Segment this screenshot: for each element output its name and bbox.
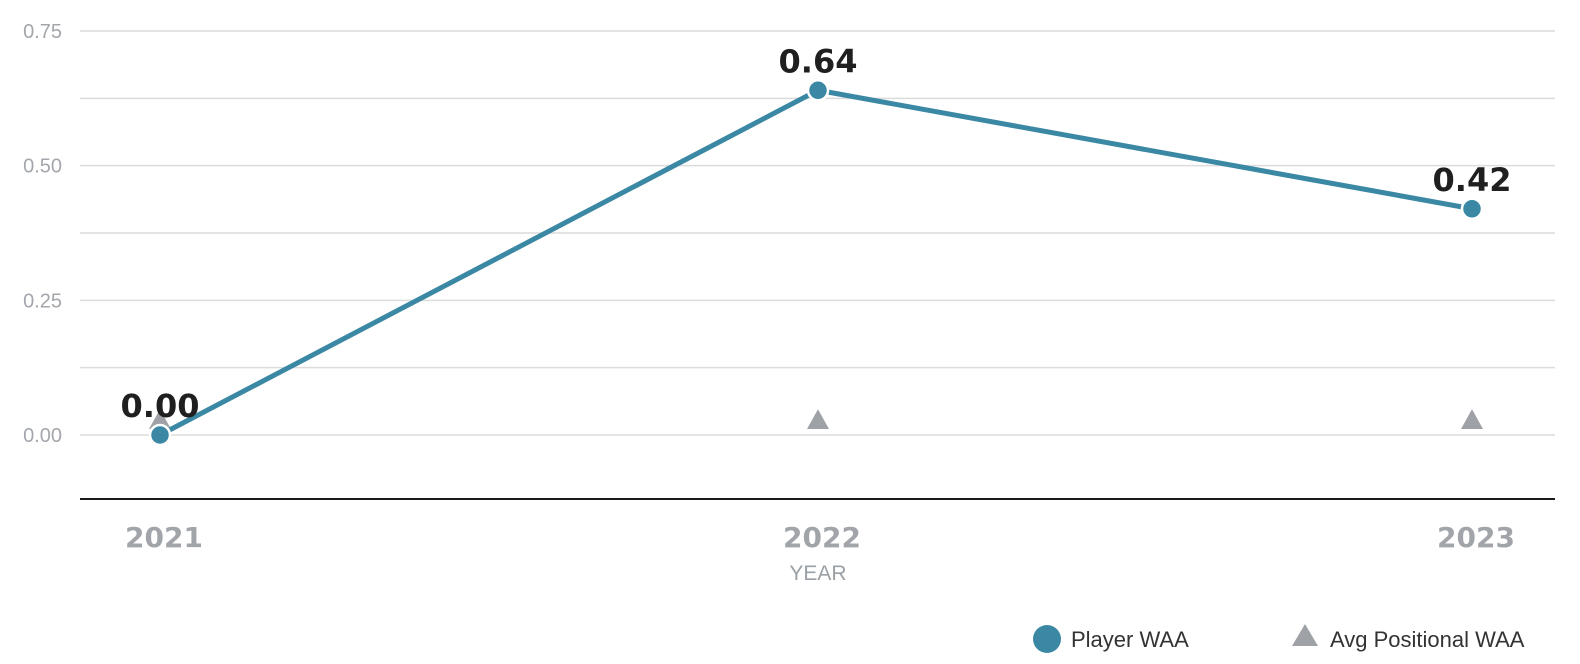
data-label: 0.00 [121,387,200,425]
legend-item-player-waa[interactable]: Player WAA [1033,625,1189,653]
player-waa-point[interactable] [1460,197,1484,221]
legend-label: Avg Positional WAA [1330,627,1525,652]
y-tick-label: 0.50 [23,156,62,178]
data-label: 0.64 [779,42,858,80]
legend[interactable]: Player WAA Avg Positional WAA [1033,624,1525,653]
player-waa-point[interactable] [806,79,830,102]
y-tick-label: 0.75 [23,21,62,43]
x-tick-label: 2023 [1437,521,1515,554]
x-tick-label: 2022 [783,521,861,554]
data-labels: 0.00 0.64 0.42 [121,42,1512,425]
avg-waa-marker[interactable] [149,409,171,430]
series [148,79,1484,447]
player-waa-point[interactable] [148,423,172,447]
legend-label: Player WAA [1071,627,1189,652]
x-tick-label: 2021 [125,521,203,554]
avg-waa-marker[interactable] [807,409,829,430]
legend-item-avg-positional-waa[interactable]: Avg Positional WAA [1292,624,1525,652]
y-tick-label: 0.00 [23,425,62,447]
y-tick-label: 0.25 [23,290,62,312]
legend-circle-icon [1033,625,1061,653]
x-axis-title: YEAR [789,562,846,585]
data-label: 0.42 [1433,161,1512,199]
player-waa-line [157,87,1475,438]
x-axis-ticks: 2021 2022 2023 [125,521,1515,554]
avg-waa-marker[interactable] [1461,409,1483,430]
y-axis-ticks: 0.00 0.25 0.50 0.75 [23,21,62,447]
legend-triangle-icon [1292,624,1318,646]
